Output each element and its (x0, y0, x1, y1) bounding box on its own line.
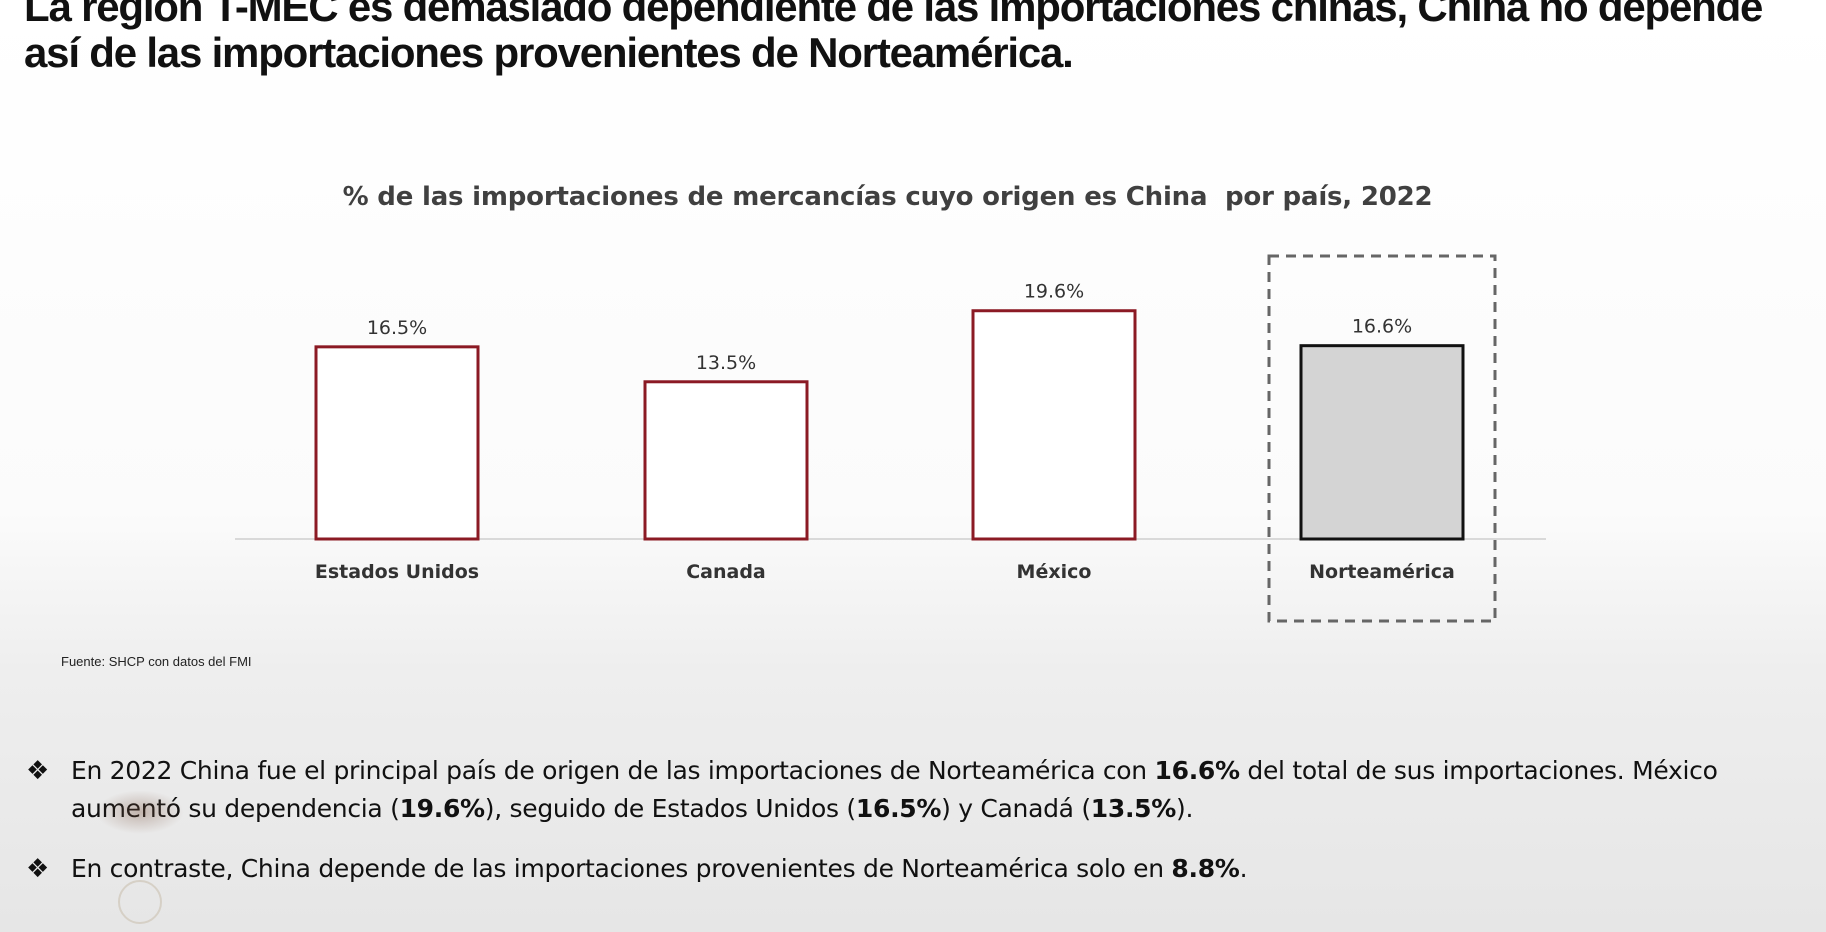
slide-title: La región T-MEC es demasiado dependiente… (24, 0, 1763, 76)
national-seal-icon (118, 880, 162, 924)
data-label: 19.6% (1024, 281, 1084, 303)
bullet-highlight: 8.8% (1171, 854, 1240, 883)
x-tick-label: Estados Unidos (315, 561, 479, 583)
government-logo (96, 790, 184, 834)
bullet-diamond-icon: ❖ (26, 756, 50, 786)
bullet-highlight: 16.6% (1154, 756, 1241, 785)
bullet-text: . (1239, 854, 1248, 883)
data-label: 16.5% (367, 317, 427, 339)
bar-chart: 16.5% Estados Unidos 13.5% Canada 19.6% Méxic… (235, 254, 1546, 623)
x-tick-label: Canada (686, 561, 766, 583)
bullet-diamond-icon: ❖ (26, 854, 50, 884)
bullet-text: En contraste, China depende de las impor… (71, 854, 1172, 883)
bullet-text: del total de sus importaciones. México a… (71, 756, 1718, 823)
bar-norteamérica (1299, 344, 1465, 541)
bullet-text: ). (1176, 794, 1194, 823)
bar-estados-unidos (314, 345, 480, 541)
bar-méxico (971, 309, 1137, 541)
data-label: 13.5% (696, 352, 756, 374)
bar-canada (643, 380, 809, 541)
bullet-highlight: 13.5% (1090, 794, 1177, 823)
x-tick-label: Norteamérica (1309, 561, 1455, 583)
bullet-item: ❖ En contraste, China depende de las impo… (26, 850, 1816, 888)
x-tick-label: México (1017, 561, 1092, 583)
chart-title: % de las importaciones de mercancías cuy… (342, 182, 1433, 212)
bullet-highlight: 19.6% (399, 794, 486, 823)
bullet-text: ), seguido de Estados Unidos ( (484, 794, 856, 823)
bullet-item: ❖ En 2022 China fue el principal país de … (26, 752, 1816, 828)
bullet-highlight: 16.5% (855, 794, 942, 823)
bullet-text: ) y Canadá ( (941, 794, 1091, 823)
data-label: 16.6% (1352, 316, 1412, 338)
source-note: Fuente: SHCP con datos del FMI (61, 654, 252, 669)
bullet-list: ❖ En 2022 China fue el principal país de … (26, 752, 1816, 888)
bullet-text: En 2022 China fue el principal país de o… (71, 756, 1155, 785)
highlight-box (1267, 254, 1497, 623)
